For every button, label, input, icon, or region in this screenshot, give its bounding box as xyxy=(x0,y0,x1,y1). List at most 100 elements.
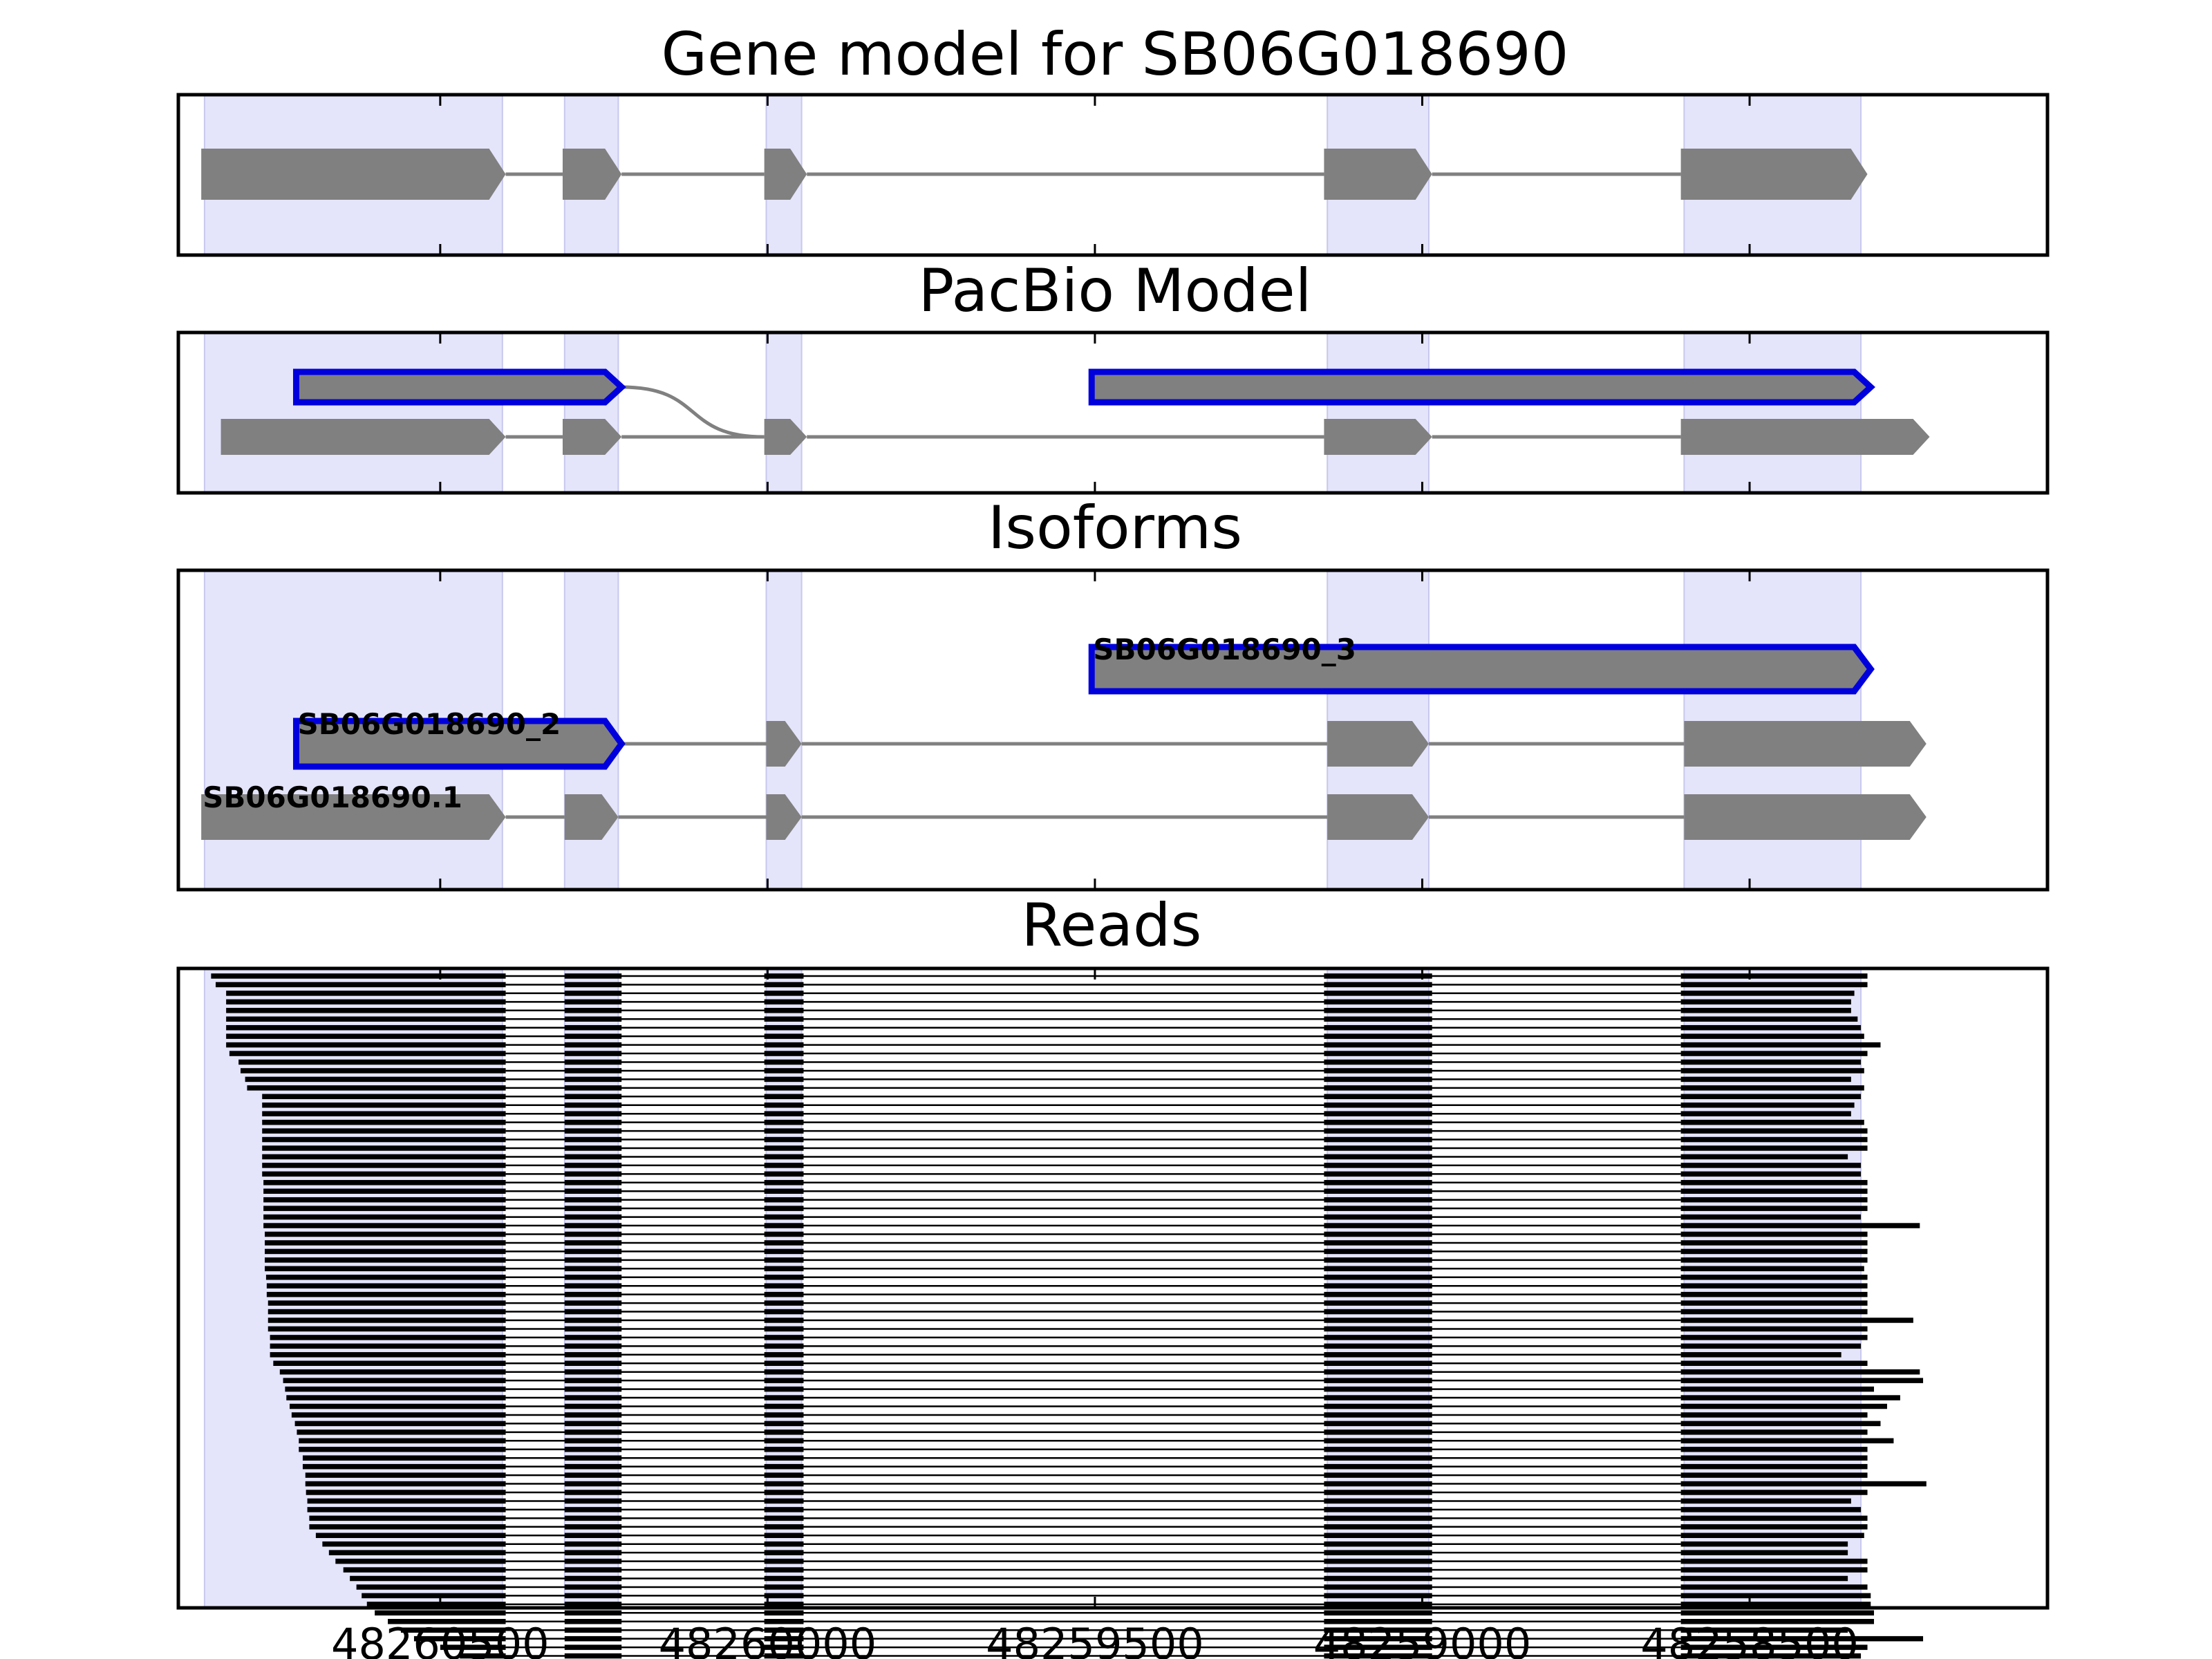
read-exon xyxy=(1324,1395,1432,1400)
read-exon xyxy=(564,1266,622,1272)
exon-highlight-band xyxy=(1683,332,1862,494)
read-exon xyxy=(265,1231,506,1237)
read-exon xyxy=(265,1240,506,1246)
reads-frame xyxy=(176,966,2050,1610)
pacbio-track xyxy=(221,368,1930,455)
read-exon xyxy=(764,1635,804,1642)
read-exon xyxy=(764,1567,804,1573)
read-exon xyxy=(1324,1541,1432,1547)
read-exon xyxy=(226,1024,506,1031)
read-exon xyxy=(350,1575,506,1582)
read-exon xyxy=(1324,1068,1432,1074)
read-exon xyxy=(1324,1490,1432,1495)
read-exon xyxy=(1324,1051,1432,1056)
read-exon xyxy=(305,1472,506,1478)
read-exon xyxy=(1324,1653,1432,1659)
read-exon xyxy=(1680,1042,1881,1048)
read-exon xyxy=(1324,1188,1432,1194)
read-exon xyxy=(1680,982,1868,988)
read-exon xyxy=(1324,1275,1432,1280)
read-exon xyxy=(564,1498,622,1504)
read-exon xyxy=(564,1008,622,1013)
read-exon xyxy=(375,1610,506,1616)
read-exon xyxy=(1680,1369,1920,1375)
read-exon xyxy=(1680,1541,1848,1547)
read-exon xyxy=(764,1111,804,1116)
read-exon xyxy=(309,1524,506,1530)
read-exon xyxy=(1680,1481,1927,1487)
read-exon xyxy=(265,1257,506,1263)
read-exon xyxy=(1680,1309,1868,1315)
exon-block xyxy=(562,149,622,200)
gene-model-ticks xyxy=(439,95,1751,255)
read-exon xyxy=(564,1335,622,1340)
read-exon xyxy=(764,1033,804,1039)
read-exon xyxy=(1680,1171,1862,1177)
read-exon xyxy=(564,1447,622,1452)
exon-block xyxy=(292,718,626,770)
read-exon xyxy=(1680,1644,1868,1650)
read-exon xyxy=(226,991,506,996)
read-exon xyxy=(291,1412,506,1418)
read-exon xyxy=(1324,1438,1432,1444)
read-exon xyxy=(764,1515,804,1521)
exon-block xyxy=(1680,419,1930,455)
read-exon xyxy=(764,1206,804,1211)
read-exon xyxy=(265,1248,506,1255)
read-exon xyxy=(764,1318,804,1323)
read-exon xyxy=(1680,991,1855,996)
read-exon xyxy=(764,1197,804,1203)
exon-block xyxy=(564,794,619,840)
read-exon xyxy=(299,1447,506,1452)
read-exon xyxy=(1680,1507,1862,1512)
read-exon xyxy=(1680,1593,1871,1599)
x-tick-label: 48259000 xyxy=(1313,1619,1532,1659)
read-exon xyxy=(564,1395,622,1400)
read-exon xyxy=(1680,1463,1868,1470)
read-exon xyxy=(1680,1386,1875,1392)
read-exon xyxy=(564,1231,622,1237)
read-exon xyxy=(315,1533,506,1538)
x-tick-label: 48258500 xyxy=(1640,1619,1859,1659)
read-exon xyxy=(764,1352,804,1358)
read-exon xyxy=(1680,1533,1864,1538)
read-exon xyxy=(1324,1627,1432,1633)
read-exon xyxy=(1680,1068,1864,1074)
read-exon xyxy=(764,1051,804,1056)
read-exon xyxy=(229,1051,506,1056)
read-exon xyxy=(764,1016,804,1022)
read-exon xyxy=(564,1627,622,1633)
read-exon xyxy=(764,973,804,979)
read-exon xyxy=(764,1180,804,1185)
read-exon xyxy=(1680,1610,1875,1616)
read-exon xyxy=(366,1602,506,1607)
read-exon xyxy=(764,1455,804,1461)
read-exon xyxy=(564,1318,622,1323)
exon-block xyxy=(1327,721,1429,767)
read-exon xyxy=(307,1507,506,1512)
read-exon xyxy=(299,1438,506,1444)
read-exon xyxy=(764,1602,804,1607)
read-exon xyxy=(268,1326,506,1332)
read-exon xyxy=(564,1197,622,1203)
read-exon xyxy=(1324,1558,1432,1564)
read-exon xyxy=(1324,991,1432,996)
read-exon xyxy=(564,1248,622,1255)
read-exon xyxy=(564,1016,622,1022)
read-exon xyxy=(764,1644,804,1650)
read-exon xyxy=(1680,973,1868,979)
read-exon xyxy=(764,1300,804,1306)
read-exon xyxy=(764,1619,804,1624)
read-exon xyxy=(1324,1412,1432,1418)
read-exon xyxy=(764,1541,804,1547)
read-exon xyxy=(1680,1231,1868,1237)
read-exon xyxy=(564,1644,622,1650)
read-exon xyxy=(1680,1567,1868,1573)
read-exon xyxy=(764,1378,804,1383)
x-tick-label: 48260500 xyxy=(331,1619,550,1659)
read-exon xyxy=(1680,1128,1868,1134)
read-exon xyxy=(268,1318,506,1323)
exon-highlight-band xyxy=(563,332,619,494)
read-exon xyxy=(564,1369,622,1375)
read-exon xyxy=(1324,1154,1432,1160)
